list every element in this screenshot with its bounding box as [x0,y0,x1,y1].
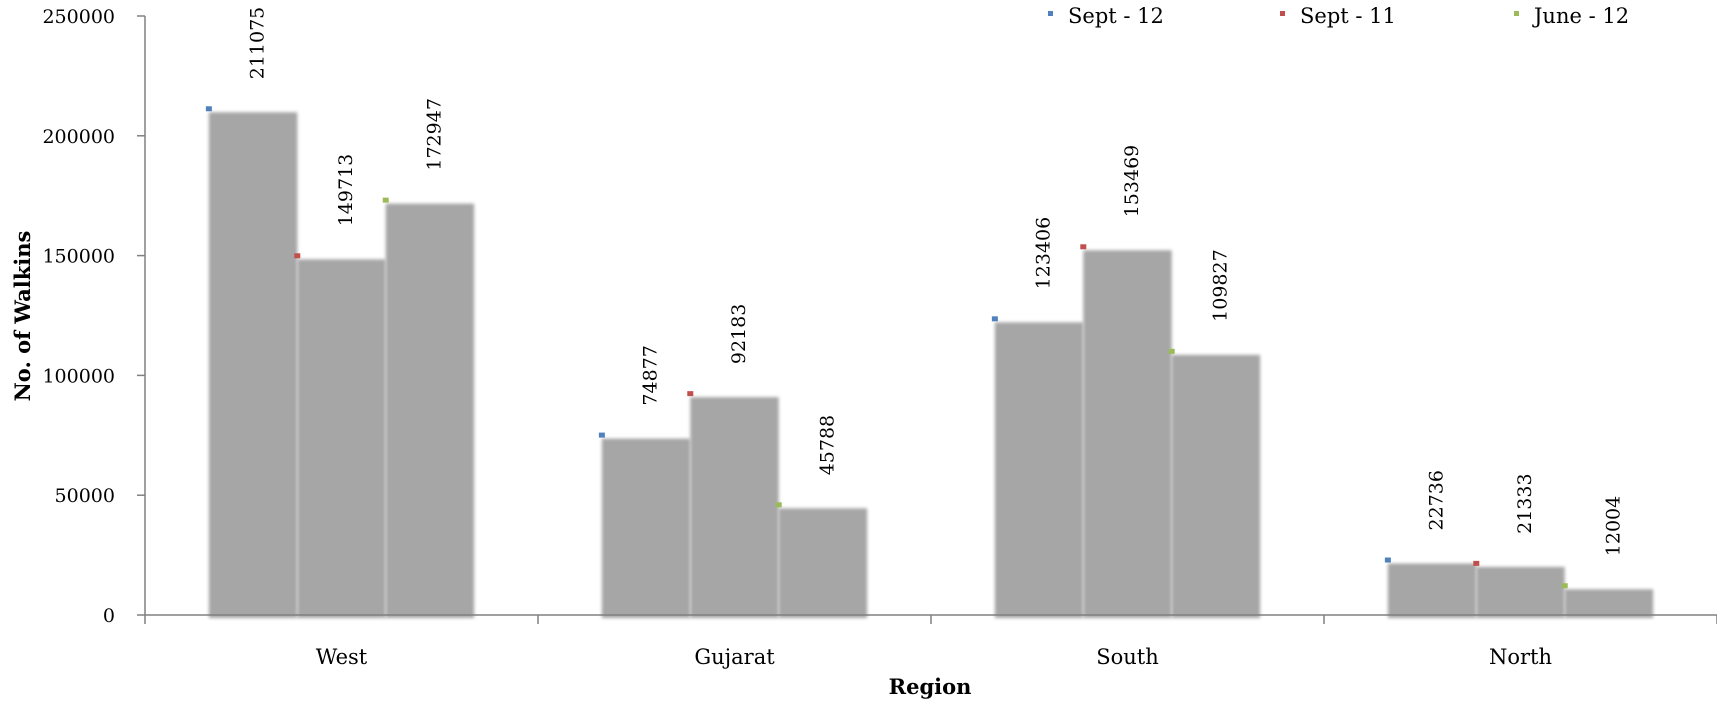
data-label-south-sept-11: 153469 [1121,145,1143,218]
data-label-west-sept-11: 149713 [335,154,357,227]
data-label-gujarat-sept-11: 92183 [728,304,750,364]
bar-west-sept-12 [208,112,298,619]
data-label-north-sept-12: 22736 [1425,470,1447,530]
marker-gujarat-sept-12 [598,432,605,438]
legend-label-sept-12: Sept - 12 [1068,4,1164,28]
data-label-west-june-12: 172947 [423,98,445,171]
data-label-gujarat-sept-12: 74877 [639,345,661,405]
marker-gujarat-sept-11 [687,391,694,397]
legend-swatch-sept-11 [1280,11,1285,16]
bar-north-sept-12 [1387,563,1477,618]
y-axis-ticks: 0 50000 100000 150000 200000 250000 [42,6,145,627]
y-tick-label: 50000 [55,485,115,507]
y-tick-label: 100000 [42,365,115,387]
legend-label-june-12: June - 12 [1532,4,1629,28]
x-category-label-north: North [1489,645,1552,669]
x-category-label-south: South [1096,645,1159,669]
data-label-west-sept-12: 211075 [246,7,268,80]
bar-gujarat-sept-12 [601,438,691,618]
legend: Sept - 12 Sept - 11 June - 12 [1048,4,1629,28]
data-labels: 211075 149713 172947 74877 92183 45788 123406 1… [246,7,1624,557]
legend-label-sept-11: Sept - 11 [1300,4,1396,28]
y-axis-title: No. of Walkins [10,231,35,402]
bar-west-june-12 [385,203,475,618]
legend-swatch-sept-12 [1048,11,1053,16]
data-label-south-sept-12: 123406 [1032,217,1054,290]
marker-west-sept-12 [205,106,212,112]
x-axis-ticks: West Gujarat South North [144,615,1717,669]
bar-gujarat-june-12 [778,508,868,618]
marker-south-sept-12 [991,316,998,322]
y-tick-label: 200000 [42,126,115,148]
series-markers [205,106,1568,589]
marker-north-sept-11 [1473,560,1480,566]
y-tick-label: 150000 [42,246,115,268]
bar-south-sept-11 [1083,250,1172,618]
marker-south-sept-11 [1080,244,1087,250]
bar-west-sept-11 [297,259,386,618]
data-label-gujarat-june-12: 45788 [816,415,838,475]
x-category-label-west: West [316,645,368,669]
marker-north-sept-12 [1384,557,1391,563]
marker-west-june-12 [382,197,389,203]
bar-south-june-12 [1171,354,1261,618]
bar-gujarat-sept-11 [690,397,779,618]
y-tick-label: 0 [103,605,115,627]
bars [208,112,1654,619]
y-tick-label: 250000 [42,6,115,28]
marker-west-sept-11 [294,253,301,259]
legend-swatch-june-12 [1514,11,1519,16]
marker-north-june-12 [1561,583,1568,589]
data-label-north-june-12: 12004 [1602,496,1624,556]
x-axis-title: Region [889,674,972,699]
bar-south-sept-12 [994,322,1084,618]
data-label-south-june-12: 109827 [1209,249,1231,322]
marker-south-june-12 [1168,348,1175,354]
marker-gujarat-june-12 [775,502,782,508]
bar-north-june-12 [1564,589,1654,618]
bar-north-sept-11 [1476,566,1565,618]
x-category-label-gujarat: Gujarat [694,645,775,669]
data-label-north-sept-11: 21333 [1514,473,1536,533]
